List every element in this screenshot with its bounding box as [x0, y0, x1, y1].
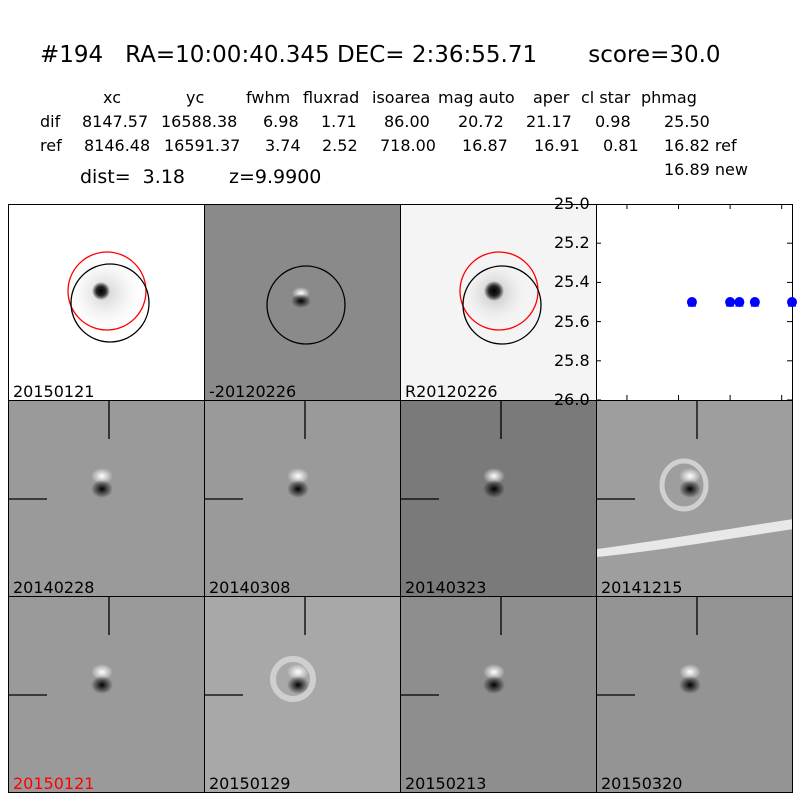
stamp-label: 20150121 [13, 774, 95, 793]
stamp-cutout: 20141215 [596, 400, 793, 597]
dif-fluxrad: 1.71 [321, 112, 357, 131]
y-tick-label: 25.0 [554, 194, 590, 213]
ref-fwhm: 3.74 [265, 136, 301, 155]
stamp-image [9, 597, 204, 792]
page-title: #194 RA=10:00:40.345 DEC= 2:36:55.71 sco… [40, 42, 721, 68]
stamp-cutout: 20140308 [204, 400, 401, 597]
stamp-label: 20150213 [405, 774, 487, 793]
stamp-cutout: 20140323 [400, 400, 597, 597]
stamp-image [597, 597, 792, 792]
dif-xc: 8147.57 [82, 112, 149, 131]
row-label-dif: dif [40, 112, 61, 131]
column-header-phmag: phmag [641, 88, 697, 107]
y-tick-label: 25.8 [554, 350, 590, 370]
aperture-circle-red [67, 251, 147, 331]
data-point [787, 297, 797, 307]
ref-fluxrad: 2.52 [322, 136, 358, 155]
stamp-label: 20140228 [13, 578, 95, 597]
ref-phmag: 16.82 ref [664, 136, 737, 155]
dist-value: dist= 3.18 [80, 166, 185, 188]
column-header-fluxrad: fluxrad [303, 88, 360, 107]
ref-aper: 16.91 [534, 136, 580, 155]
stamp-image [205, 205, 400, 400]
stamp-label: 20141215 [601, 578, 683, 597]
stamp-image [401, 597, 596, 792]
ref-yc: 16591.37 [164, 136, 241, 155]
column-header-cl-star: cl star [581, 88, 631, 107]
dif-aper: 21.17 [526, 112, 572, 131]
y-tick-label: 26.0 [554, 390, 590, 409]
ref-mag-auto: 16.87 [462, 136, 508, 155]
column-header-mag-auto: mag auto [438, 88, 515, 107]
redshift-value: z=9.9900 [229, 166, 322, 188]
aperture-circle-black [266, 265, 346, 345]
stamp-label: 20150320 [601, 774, 683, 793]
stamp-image [9, 205, 204, 400]
dif-phmag: 25.50 [664, 112, 710, 131]
aperture-circle-black [462, 265, 542, 345]
stamp-image [9, 401, 204, 596]
column-header-aper: aper [533, 88, 570, 107]
stamp-cutout: 20150129 [204, 596, 401, 793]
stamp-label: 20150129 [209, 774, 291, 793]
dif-yc: 16588.38 [161, 112, 238, 131]
y-tick-label: 25.2 [554, 233, 590, 253]
stamp-label: 20150121 [13, 382, 95, 401]
phmag-new: 16.89 new [664, 160, 748, 179]
data-point [734, 297, 745, 307]
stamp-image [401, 401, 596, 596]
dif-cl-star: 0.98 [595, 112, 631, 131]
stamp-image [205, 597, 400, 792]
stamp-image [597, 401, 792, 596]
stamp-cutout: 20150121 [8, 596, 205, 793]
data-point [725, 297, 736, 307]
y-tick-label: 25.6 [554, 311, 590, 331]
column-header-xc: xc [103, 88, 121, 107]
stamp-image [401, 205, 596, 400]
ref-isoarea: 718.00 [380, 136, 436, 155]
stamp-cutout: 20150320 [596, 596, 793, 793]
dif-mag-auto: 20.72 [458, 112, 504, 131]
ref-cl-star: 0.81 [603, 136, 639, 155]
row-label-ref: ref [40, 136, 62, 155]
dif-isoarea: 86.00 [384, 112, 430, 131]
stamp-cutout: 20150213 [400, 596, 597, 793]
ref-xc: 8146.48 [84, 136, 151, 155]
column-header-fwhm: fwhm [246, 88, 291, 107]
y-tick-label: 25.4 [554, 272, 590, 292]
stamp-label: 20140308 [209, 578, 291, 597]
aperture-circle-black [70, 263, 150, 343]
stamp-label: 20140323 [405, 578, 487, 597]
data-point [686, 297, 697, 307]
stamp-cutout: 20140228 [8, 400, 205, 597]
column-header-isoarea: isoarea [372, 88, 431, 107]
stamp-new-image: 20150121 [8, 204, 205, 401]
stamp-label: -20120226 [209, 382, 297, 401]
column-header-yc: yc [186, 88, 205, 107]
stamp-image [205, 401, 400, 596]
dif-fwhm: 6.98 [263, 112, 299, 131]
data-point [749, 297, 760, 307]
stamp-label: R20120226 [405, 382, 498, 401]
stamp-difference-image: -20120226 [204, 204, 401, 401]
